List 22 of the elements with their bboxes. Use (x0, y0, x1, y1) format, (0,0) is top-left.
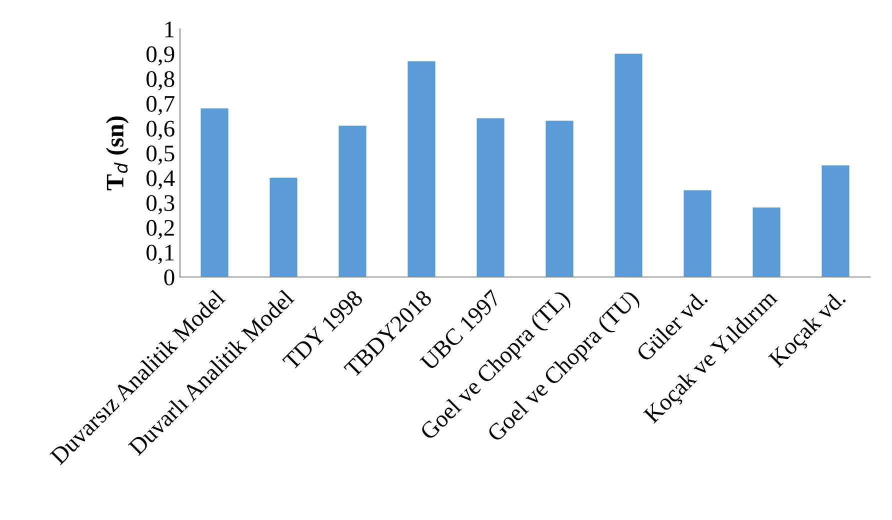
y-tick-label: 0,1 (146, 244, 174, 264)
y-tick-label: 0,4 (146, 170, 175, 190)
y-tick-label: 0,6 (146, 120, 174, 140)
bar (752, 208, 780, 277)
bar (476, 118, 504, 277)
y-tick-label: 1 (165, 22, 174, 38)
y-tick-label: 0,8 (146, 71, 174, 90)
y-tick-label: 0,9 (146, 46, 174, 66)
bar (822, 165, 850, 277)
bar (684, 190, 712, 277)
bar (408, 61, 436, 277)
bar (614, 54, 642, 277)
bar (338, 126, 366, 277)
y-tick-label: 0,3 (146, 195, 174, 214)
bar (200, 108, 228, 277)
y-axis-title: T$_{d}$ (sn) (106, 116, 129, 190)
y-tick-label: 0,2 (146, 220, 174, 240)
bar (270, 178, 298, 277)
y-tick-label: 0 (164, 269, 174, 286)
y-tick-label: 0,7 (146, 96, 174, 116)
bar (546, 120, 574, 277)
y-tick-label: 0,5 (146, 145, 174, 165)
